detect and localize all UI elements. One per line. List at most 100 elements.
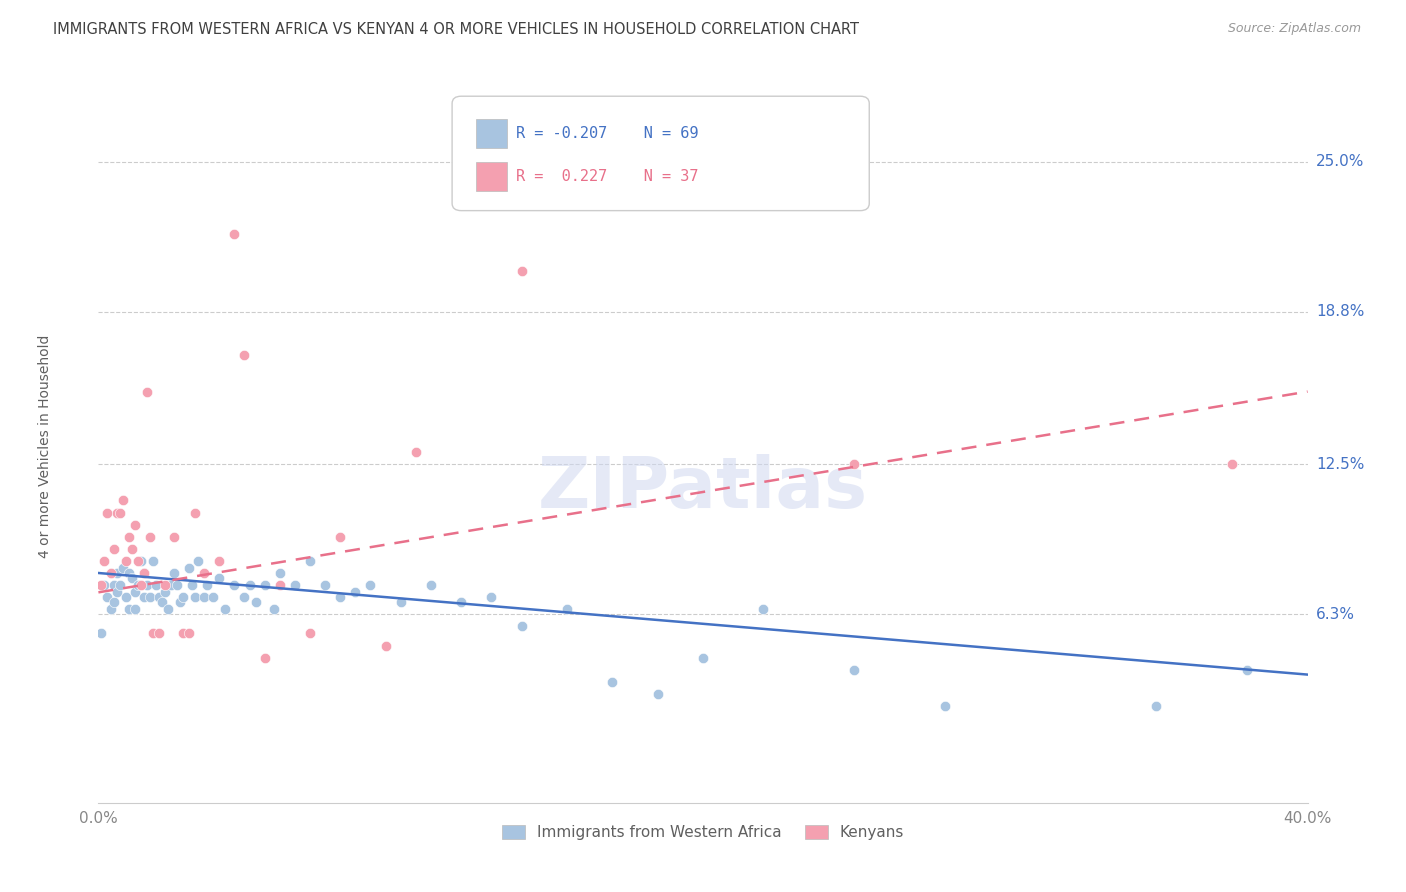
Point [114,554,136,568]
Point [139,590,162,604]
Point [692,650,714,665]
Point [510,619,533,633]
Point [181,578,204,592]
Legend: Immigrants from Western Africa, Kenyans: Immigrants from Western Africa, Kenyans [496,819,910,847]
Point [100,566,122,580]
Text: 4 or more Vehicles in Household: 4 or more Vehicles in Household [38,334,52,558]
Point [752,602,775,616]
Point [208,571,231,585]
Point [329,530,352,544]
Point [129,578,152,592]
Point [208,554,231,568]
Point [105,566,128,580]
Point [184,590,207,604]
Point [314,578,336,592]
Point [108,578,131,592]
Text: IMMIGRANTS FROM WESTERN AFRICA VS KENYAN 4 OR MORE VEHICLES IN HOUSEHOLD CORRELA: IMMIGRANTS FROM WESTERN AFRICA VS KENYAN… [53,22,859,37]
Point [121,571,143,585]
Point [105,585,128,599]
Point [389,595,412,609]
Point [111,493,134,508]
Point [253,650,276,665]
Point [129,554,152,568]
Point [132,590,155,604]
Point [193,566,215,580]
FancyBboxPatch shape [453,96,869,211]
Point [153,578,176,592]
Point [602,674,624,689]
Point [232,348,254,362]
Point [150,595,173,609]
Point [232,590,254,604]
Point [193,590,215,604]
Point [844,663,866,677]
Point [360,578,382,592]
Text: 12.5%: 12.5% [1316,457,1364,472]
Point [374,639,396,653]
Point [245,595,267,609]
Point [139,530,162,544]
Point [214,602,236,616]
Text: 25.0%: 25.0% [1316,154,1364,169]
Point [124,602,146,616]
Text: Source: ZipAtlas.com: Source: ZipAtlas.com [1227,22,1361,36]
Point [299,626,322,640]
Text: 18.8%: 18.8% [1316,304,1364,319]
Point [263,602,285,616]
Point [269,578,291,592]
Point [135,578,157,592]
Point [239,578,262,592]
Point [555,602,578,616]
Point [160,578,183,592]
Point [90,578,112,592]
Point [163,530,186,544]
Point [172,590,194,604]
Point [103,541,125,556]
Text: R =  0.227    N = 37: R = 0.227 N = 37 [516,169,699,185]
Point [187,554,209,568]
Point [124,585,146,599]
Point [118,530,141,544]
Point [114,590,136,604]
Point [450,595,472,609]
Point [100,602,122,616]
Point [224,578,246,592]
Point [105,506,128,520]
Point [142,554,165,568]
Point [934,699,956,714]
Point [844,457,866,471]
Point [510,263,533,277]
Point [127,578,149,592]
Point [269,566,291,580]
Point [124,517,146,532]
Point [93,578,115,592]
Point [132,566,155,580]
Point [179,626,201,640]
Point [156,602,179,616]
Point [96,506,118,520]
Text: 6.3%: 6.3% [1316,607,1355,622]
Point [224,227,246,242]
Point [405,445,427,459]
Point [127,554,149,568]
Point [118,566,141,580]
Point [103,578,125,592]
Point [420,578,443,592]
Text: R = -0.207    N = 69: R = -0.207 N = 69 [516,127,699,142]
Point [344,585,367,599]
Point [108,506,131,520]
Bar [477,120,506,148]
Point [148,590,170,604]
Point [96,590,118,604]
Point [135,384,157,399]
Point [195,578,218,592]
Point [647,687,669,701]
Point [166,578,188,592]
Point [121,541,143,556]
Point [1236,663,1258,677]
Point [1220,457,1243,471]
Point [142,626,165,640]
Bar [477,162,506,192]
Text: ZIPatlas: ZIPatlas [538,454,868,524]
Point [132,566,155,580]
